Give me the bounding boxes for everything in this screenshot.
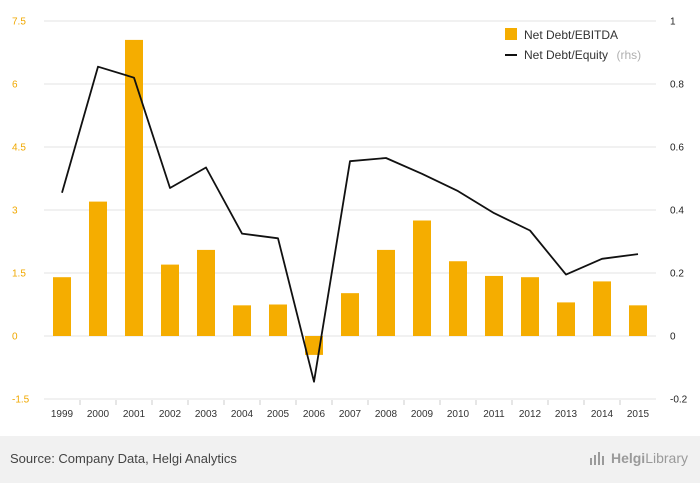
y-right-tick-label: -0.2 — [670, 395, 688, 406]
y-left-tick-label: 1.5 — [12, 269, 26, 280]
bar — [125, 39, 143, 337]
bar — [629, 305, 647, 336]
legend-bar-swatch — [505, 28, 517, 40]
left-axis: 7.5 6 4.5 3 1.5 0 -1.5 — [12, 17, 30, 406]
x-tick-label: 2000 — [87, 409, 110, 420]
bar — [557, 302, 575, 336]
y-right-tick-label: 0.2 — [670, 269, 684, 280]
x-tick-label: 2015 — [627, 409, 650, 420]
x-tick-label: 2012 — [519, 409, 542, 420]
bar — [521, 277, 539, 336]
y-left-tick-label: 3 — [12, 206, 18, 217]
chart: 7.5 6 4.5 3 1.5 0 -1.5 1 0.8 0.6 0.4 0.2 0 -0.2 1999… — [12, 17, 688, 421]
legend-bar-label: Net Debt/EBITDA — [524, 28, 618, 42]
helgi-library-logo: Helgi Library — [589, 450, 688, 466]
x-tick-label: 2004 — [231, 409, 254, 420]
bar-chart-icon — [589, 452, 604, 465]
bar — [377, 249, 395, 336]
x-tick-label: 2008 — [375, 409, 398, 420]
logo-text-library: Library — [645, 450, 688, 466]
right-axis: 1 0.8 0.6 0.4 0.2 0 -0.2 — [670, 17, 688, 406]
line-path — [61, 65, 639, 383]
y-right-tick-label: 0.4 — [670, 206, 684, 217]
y-right-tick-label: 0.8 — [670, 80, 684, 91]
y-right-tick-label: 0.6 — [670, 143, 684, 154]
y-left-tick-label: 7.5 — [12, 17, 26, 28]
x-tick-label: 2001 — [123, 409, 146, 420]
x-axis: 1999 2000 2001 2002 2003 2004 2005 2006 2007 2008… — [51, 400, 650, 420]
y-left-tick-label: 0 — [12, 332, 18, 343]
x-tick-label: 1999 — [51, 409, 74, 420]
legend-line-label-group: Net Debt/Equity (rhs) — [524, 46, 641, 63]
y-left-tick-label: 4.5 — [12, 143, 26, 154]
bar — [449, 261, 467, 336]
x-tick-label: 2014 — [591, 409, 614, 420]
legend-line-label: Net Debt/Equity — [524, 48, 608, 62]
x-tick-label: 2006 — [303, 409, 326, 420]
bar — [89, 201, 107, 336]
bar — [161, 264, 179, 336]
bar — [233, 305, 251, 336]
bar — [197, 249, 215, 336]
footer: Source: Company Data, Helgi Analytics He… — [0, 436, 700, 483]
source-note: Source: Company Data, Helgi Analytics — [10, 451, 237, 466]
logo-text-helgi: Helgi — [610, 450, 646, 466]
x-tick-label: 2010 — [447, 409, 470, 420]
y-right-tick-label: 0 — [670, 332, 676, 343]
y-left-tick-label: 6 — [12, 80, 18, 91]
bar — [269, 304, 287, 336]
line-series — [61, 65, 639, 383]
x-tick-label: 2013 — [555, 409, 578, 420]
y-left-tick-label: -1.5 — [12, 395, 30, 406]
bar-series — [53, 39, 647, 355]
legend-line-rhs: (rhs) — [617, 48, 642, 62]
x-tick-label: 2009 — [411, 409, 434, 420]
bar — [485, 275, 503, 336]
bar — [341, 293, 359, 336]
x-tick-label: 2011 — [483, 409, 505, 420]
bar — [593, 281, 611, 336]
bar — [53, 277, 71, 336]
bar — [413, 220, 431, 336]
y-right-tick-label: 1 — [670, 17, 676, 28]
x-tick-label: 2002 — [159, 409, 182, 420]
x-tick-label: 2007 — [339, 409, 362, 420]
x-tick-label: 2005 — [267, 409, 290, 420]
legend: Net Debt/EBITDA Net Debt/Equity (rhs) — [505, 28, 641, 63]
x-tick-label: 2003 — [195, 409, 218, 420]
